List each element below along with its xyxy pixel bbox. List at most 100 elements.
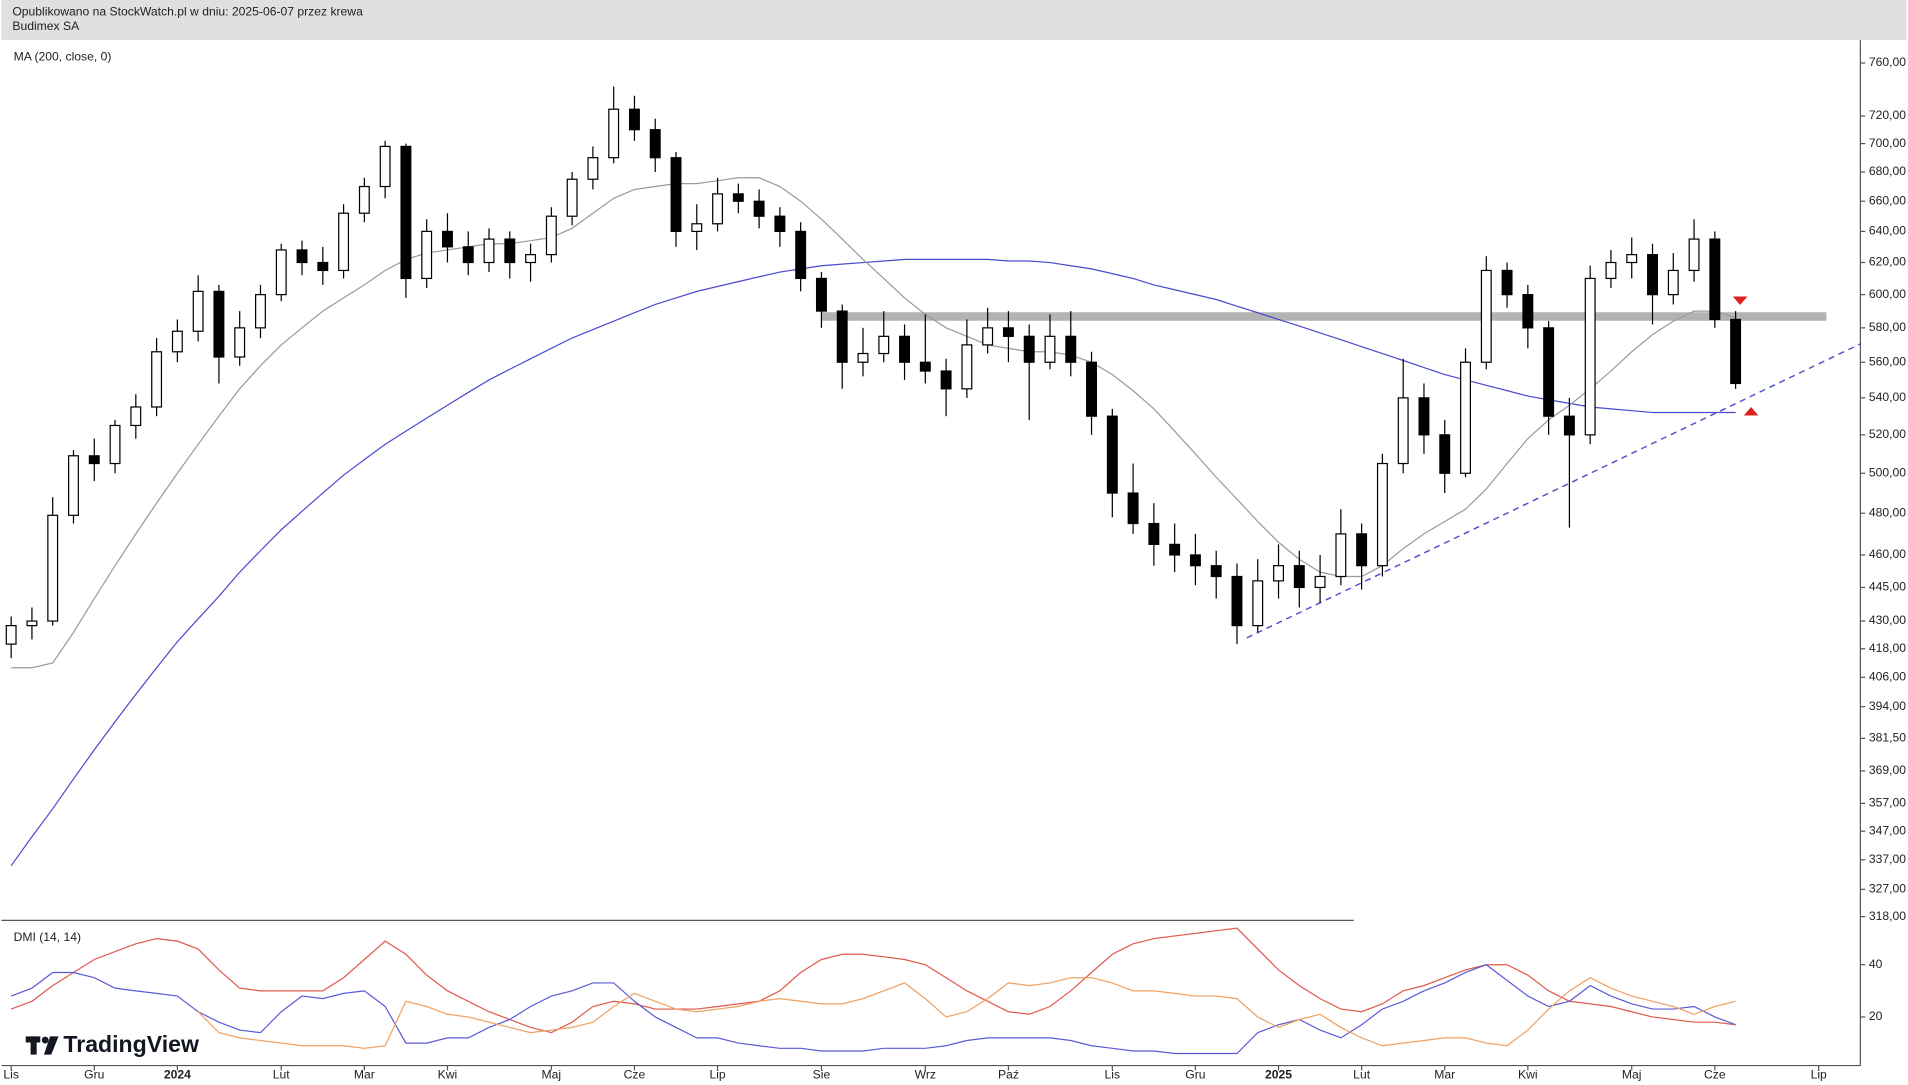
candle-body (5, 625, 17, 645)
candle-body (1293, 565, 1305, 589)
header-bar (1, 0, 1907, 41)
candle-body (919, 361, 931, 372)
candle-body (1460, 361, 1471, 474)
candle-body (940, 370, 952, 390)
candle-body (275, 249, 287, 296)
candle-body (525, 254, 537, 264)
x-tick-label: Sie (813, 1067, 831, 1081)
x-tick-label: 2025 (1265, 1067, 1292, 1081)
candle-body (1543, 327, 1555, 417)
candle-body (1252, 580, 1264, 627)
candle-body (1688, 238, 1700, 272)
candle-body (483, 238, 495, 264)
candle-body (1335, 533, 1347, 578)
x-tick-label: Maj (542, 1067, 562, 1081)
x-tick-label: Lip (709, 1067, 725, 1081)
candle-body (213, 290, 225, 358)
header-published: Opublikowano na StockWatch.pl w dniu: 20… (12, 4, 363, 18)
logo-icon (41, 1036, 49, 1044)
x-tick-label: Gru (84, 1067, 104, 1081)
candle-body (462, 246, 474, 264)
candle-body (130, 406, 142, 427)
y-tick-label: 660,00 (1869, 193, 1906, 207)
buy-marker (1743, 407, 1759, 416)
ma-label: MA (200, close, 0) (14, 49, 112, 63)
y-tick-label: 540,00 (1869, 390, 1906, 404)
indicator-line (10, 964, 1736, 1055)
y-tick-label: 369,00 (1869, 763, 1906, 777)
candle-body (68, 455, 79, 516)
candle-body (151, 351, 163, 408)
y-tick-label: 700,00 (1869, 136, 1906, 150)
indicator-line (10, 258, 1736, 867)
candle-body (878, 335, 890, 355)
candle-body (1501, 269, 1513, 296)
sell-marker (1732, 296, 1748, 305)
candle-body (296, 249, 308, 264)
y-tick-label: 40 (1869, 957, 1883, 971)
y-tick-label: 640,00 (1869, 224, 1906, 238)
candle-body (691, 223, 703, 233)
logo-icon (43, 1036, 59, 1055)
candle-body (1730, 318, 1742, 385)
x-tick-label: Maj (1622, 1067, 1642, 1081)
candle-body (441, 230, 453, 248)
y-tick-label: 381,50 (1869, 730, 1906, 744)
candle-body (608, 108, 620, 159)
candle-body (836, 310, 848, 363)
candle-body (753, 200, 765, 217)
candle-body (774, 215, 786, 233)
candle-body (795, 230, 807, 280)
indicator-line (10, 927, 1736, 1034)
y-tick-label: 394,00 (1869, 699, 1906, 713)
y-tick-label: 500,00 (1869, 465, 1906, 479)
x-tick-label: Kwi (1518, 1067, 1538, 1081)
candle-body (171, 330, 183, 353)
x-tick-label: Kwi (438, 1067, 458, 1081)
y-tick-label: 327,00 (1869, 882, 1906, 896)
candle-body (961, 344, 973, 390)
candle-body (1210, 565, 1222, 578)
x-tick-label: Mar (1434, 1067, 1455, 1081)
y-tick-label: 720,00 (1869, 108, 1906, 122)
candle-body (1086, 361, 1098, 417)
y-tick-label: 337,00 (1869, 852, 1906, 866)
y-tick-label: 680,00 (1869, 164, 1906, 178)
candle-body (982, 327, 994, 346)
candle-body (545, 215, 557, 256)
x-tick-label: Lis (1105, 1067, 1121, 1081)
dmi-label: DMI (14, 14) (14, 930, 81, 944)
x-tick-label: Paź (998, 1067, 1019, 1081)
candle-body (1667, 269, 1679, 296)
candle-body (1189, 554, 1201, 567)
candle-body (1106, 415, 1118, 494)
candle-body (26, 620, 38, 627)
candle-body (1148, 522, 1160, 545)
x-tick-label: Wrz (915, 1067, 936, 1081)
header-symbol: Budimex SA (12, 19, 80, 33)
y-tick-label: 620,00 (1869, 255, 1906, 269)
candle-body (421, 230, 433, 280)
candle-body (1023, 335, 1035, 363)
candle-body (1605, 261, 1617, 280)
candle-body (358, 185, 370, 214)
candle-body (338, 212, 350, 272)
candle-body (47, 514, 59, 622)
y-tick-label: 430,00 (1869, 613, 1906, 627)
candle-body (1439, 434, 1451, 474)
y-tick-label: 20 (1869, 1009, 1883, 1023)
candle-body (379, 145, 391, 188)
indicator-line (197, 977, 1736, 1049)
candle-body (1356, 533, 1368, 567)
candle-body (1522, 294, 1534, 329)
candle-body (1065, 335, 1077, 363)
trend-line (1246, 343, 1861, 639)
candle-body (1418, 397, 1430, 436)
candle-body (587, 157, 599, 180)
candle-body (400, 145, 412, 280)
candle-body (1480, 269, 1492, 363)
x-tick-label: 2024 (164, 1067, 191, 1081)
candle-body (1709, 238, 1721, 321)
y-tick-label: 318,00 (1869, 909, 1906, 923)
